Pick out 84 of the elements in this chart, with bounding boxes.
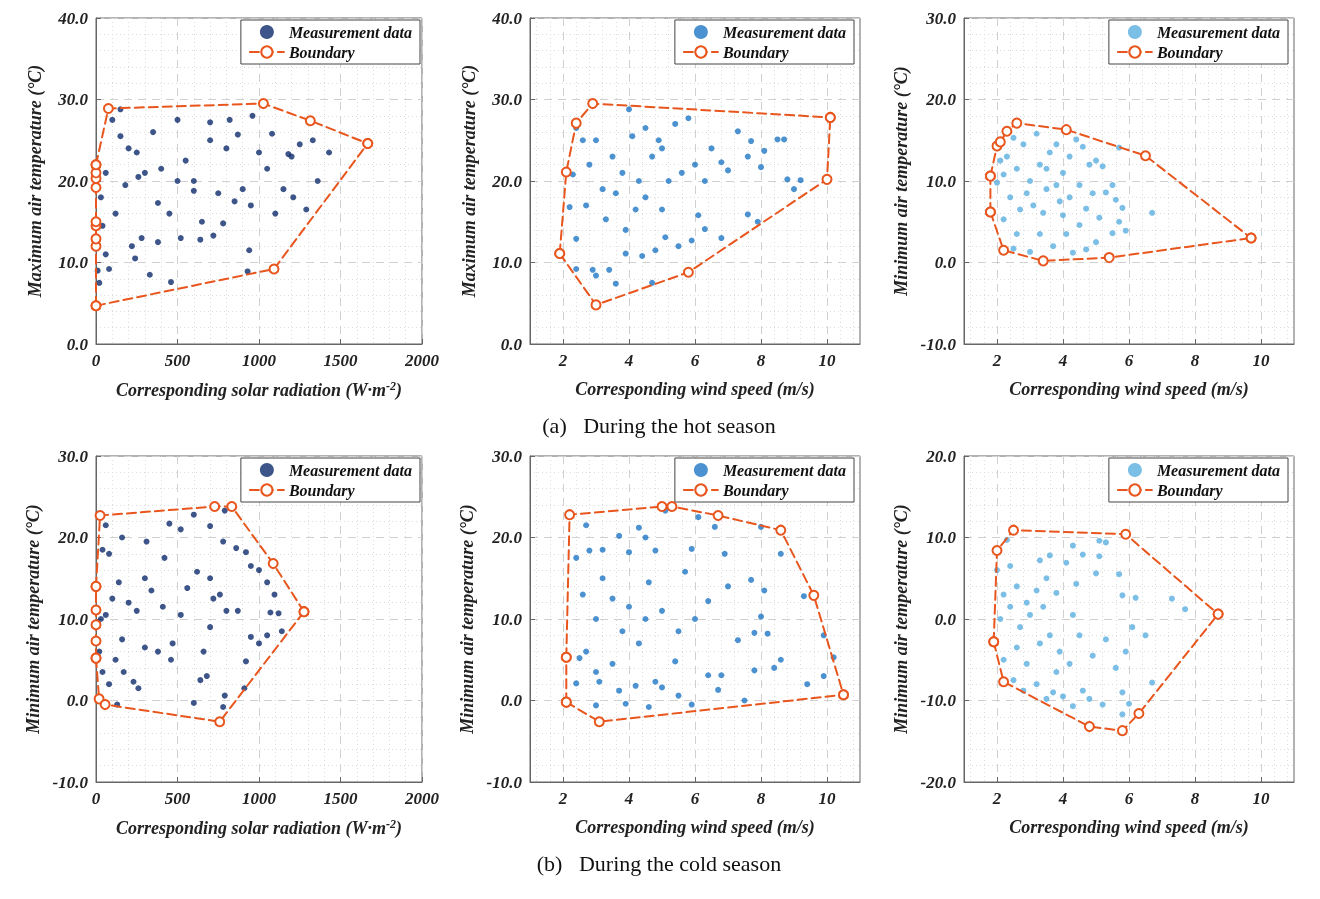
legend-label: Boundary: [287, 43, 356, 62]
y-tick-label: 30.0: [491, 90, 523, 109]
x-tick-label: 0: [91, 789, 101, 808]
y-tick-label: 20.0: [925, 446, 957, 466]
x-tick-label: 8: [756, 351, 766, 370]
y-tick-label: 0.0: [934, 609, 957, 629]
y-tick-label: 10.0: [926, 171, 957, 191]
y-tick-label: 10.0: [58, 253, 89, 272]
y-tick-label: 10.0: [492, 253, 523, 272]
x-tick-label: 2: [557, 789, 568, 808]
x-tick-label: 8: [1190, 789, 1200, 808]
y-tick-label: 30.0: [57, 90, 89, 109]
legend-label: Boundary: [721, 481, 790, 500]
legend-label: Measurement data: [721, 23, 847, 41]
y-axis-title: Minimum air temperature (°C): [22, 504, 44, 735]
y-tick-label: 0.0: [500, 691, 523, 710]
x-tick-label: 4: [623, 351, 634, 370]
x-tick-label: 500: [164, 351, 191, 370]
x-tick-label: 1000: [242, 351, 277, 370]
y-tick-label: 20.0: [491, 171, 523, 191]
y-tick-label: 10.0: [492, 609, 523, 629]
y-tick-label: 20.0: [925, 90, 957, 109]
legend-label: Boundary: [287, 481, 356, 500]
y-tick-label: 20.0: [491, 528, 523, 547]
x-tick-label: 4: [1057, 789, 1068, 808]
legend-label: Boundary: [721, 43, 790, 62]
legend-label: Measurement data: [1155, 23, 1281, 41]
x-tick-label: 2: [991, 351, 1002, 370]
y-tick-label: 30.0: [925, 8, 957, 28]
x-tick-label: 2000: [404, 351, 440, 370]
x-axis-title: Corresponding wind speed (m/s): [1009, 379, 1249, 400]
y-tick-label: 0.0: [500, 334, 523, 354]
y-tick-label: 0.0: [66, 691, 89, 710]
x-tick-label: 0: [91, 351, 101, 370]
x-tick-label: 4: [623, 789, 634, 808]
x-axis-title: Corresponding wind speed (m/s): [1009, 817, 1249, 838]
y-axis-title: Minimum air temperature (°C): [456, 504, 478, 735]
y-axis-title: Minimum air temperature (°C): [890, 504, 912, 735]
y-tick-label: 0.0: [66, 334, 89, 354]
x-tick-label: 1500: [323, 351, 358, 370]
legend-label: Measurement data: [721, 461, 847, 479]
y-tick-label: 40.0: [491, 8, 523, 28]
x-tick-label: 10: [818, 351, 836, 370]
x-tick-label: 2: [991, 789, 1002, 808]
x-tick-label: 2000: [404, 789, 440, 808]
legend-label: Measurement data: [287, 23, 413, 41]
x-tick-label: 10: [818, 789, 836, 808]
y-axis-title: Maximum air temperature (°C): [459, 64, 480, 299]
x-tick-label: 6: [1124, 351, 1134, 370]
x-tick-label: 2: [557, 351, 568, 370]
y-tick-label: -10.0: [486, 772, 523, 792]
legend-label: Boundary: [1155, 481, 1224, 500]
x-tick-label: 8: [1190, 351, 1200, 370]
x-tick-label: 4: [1057, 351, 1068, 370]
y-tick-label: -10.0: [920, 334, 957, 354]
y-axis-title: Maximum air temperature (°C): [25, 64, 46, 299]
legend-label: Measurement data: [1155, 461, 1281, 479]
y-tick-label: 30.0: [491, 446, 523, 466]
x-tick-label: 1500: [323, 789, 358, 808]
y-tick-label: 10.0: [926, 528, 957, 547]
y-tick-label: 0.0: [934, 253, 957, 272]
x-tick-label: 6: [690, 351, 700, 370]
y-tick-label: -20.0: [920, 772, 957, 792]
x-tick-label: 8: [756, 789, 766, 808]
x-tick-label: 1000: [242, 789, 277, 808]
x-axis-title: Corresponding wind speed (m/s): [575, 817, 815, 838]
y-tick-label: -10.0: [920, 691, 957, 710]
x-tick-label: 10: [1252, 789, 1270, 808]
legend-label: Boundary: [1155, 43, 1224, 62]
legend-label: Measurement data: [287, 461, 413, 479]
y-tick-label: -10.0: [52, 772, 89, 792]
x-tick-label: 6: [690, 789, 700, 808]
x-tick-label: 10: [1252, 351, 1270, 370]
y-axis-title: Minimum air temperature (°C): [890, 66, 912, 297]
x-tick-label: 500: [164, 789, 191, 808]
y-tick-label: 20.0: [57, 528, 89, 547]
y-tick-label: 10.0: [58, 609, 89, 629]
y-tick-label: 20.0: [57, 171, 89, 191]
y-tick-label: 30.0: [57, 446, 89, 466]
x-tick-label: 6: [1124, 789, 1134, 808]
text: (b) During the cold season: [536, 851, 782, 877]
x-axis-title: Corresponding wind speed (m/s): [575, 379, 815, 400]
text: (a) During the hot season: [542, 413, 776, 439]
y-tick-label: 40.0: [57, 8, 89, 28]
